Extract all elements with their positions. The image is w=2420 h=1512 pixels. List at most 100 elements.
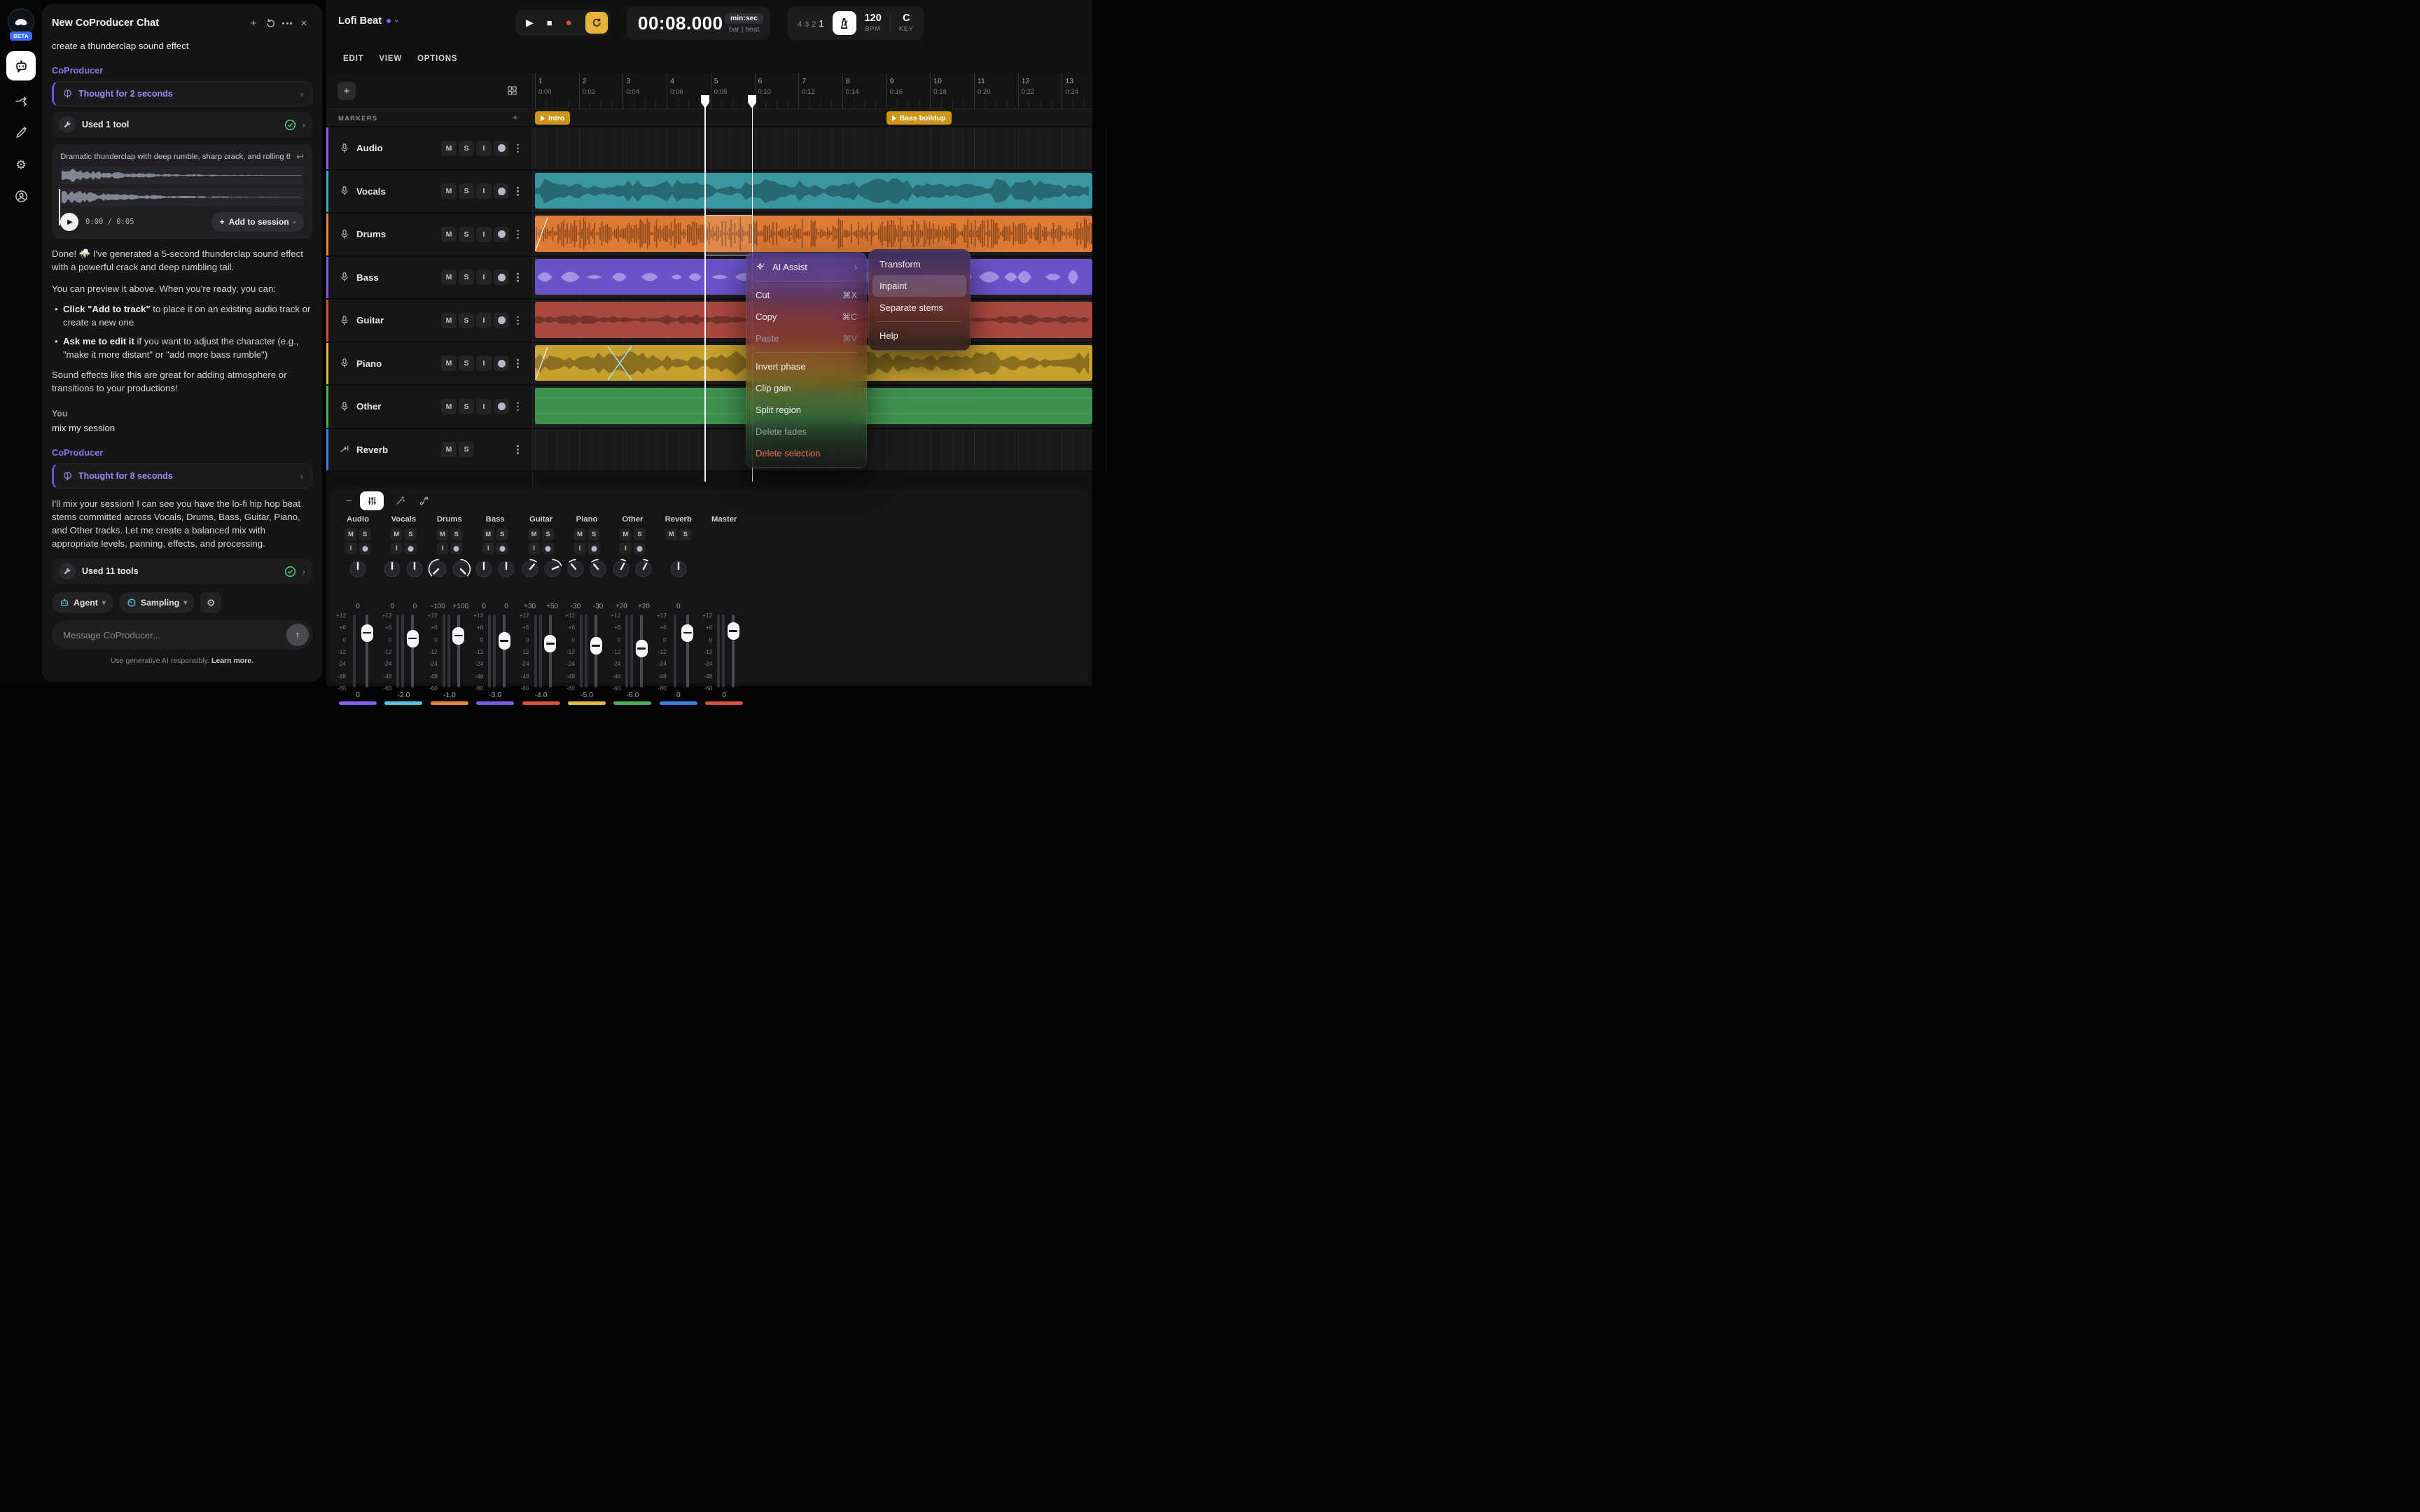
track-menu-button[interactable] bbox=[517, 187, 519, 196]
menu-item-cut[interactable]: Cut⌘X bbox=[746, 284, 866, 306]
effects-tab[interactable] bbox=[388, 491, 412, 510]
mute-button[interactable]: M bbox=[345, 528, 357, 540]
track-header-audio[interactable]: AudioMSI bbox=[326, 127, 532, 169]
sidebar-item-account[interactable] bbox=[0, 190, 42, 203]
mute-button[interactable]: M bbox=[528, 528, 540, 540]
mute-button[interactable]: M bbox=[482, 528, 494, 540]
sampling-mode-chip[interactable]: Sampling▾ bbox=[119, 592, 195, 613]
waveform-left-channel[interactable] bbox=[60, 167, 304, 184]
m-button[interactable]: M bbox=[441, 141, 457, 156]
i-button[interactable]: I bbox=[476, 313, 492, 328]
track-menu-button[interactable] bbox=[517, 445, 519, 454]
collapse-mixer-button[interactable]: − bbox=[342, 493, 356, 507]
pan-knob[interactable] bbox=[381, 558, 403, 580]
fader-thumb[interactable] bbox=[681, 624, 693, 642]
i-button[interactable]: I bbox=[476, 399, 492, 414]
arm-button[interactable] bbox=[405, 542, 417, 554]
submenu-item-separate-stems[interactable]: Separate stems bbox=[872, 297, 966, 318]
fader-thumb[interactable] bbox=[544, 635, 556, 652]
menu-item-paste[interactable]: Paste⌘V bbox=[746, 328, 866, 349]
solo-button[interactable]: S bbox=[588, 528, 600, 540]
solo-button[interactable]: S bbox=[634, 528, 646, 540]
submenu-item-inpaint[interactable]: Inpaint bbox=[872, 275, 966, 297]
pan-knob[interactable] bbox=[564, 558, 587, 580]
history-button[interactable] bbox=[262, 15, 279, 31]
track-header-guitar[interactable]: GuitarMSI bbox=[326, 300, 532, 342]
s-button[interactable]: S bbox=[459, 183, 474, 199]
more-options-button[interactable] bbox=[279, 15, 295, 31]
pan-knob[interactable] bbox=[541, 558, 564, 580]
fader-thumb[interactable] bbox=[499, 632, 510, 650]
pan-knob[interactable] bbox=[427, 558, 450, 580]
drums-selection-region[interactable] bbox=[704, 215, 753, 255]
s-button[interactable]: S bbox=[459, 399, 474, 414]
sidebar-item-coproducer[interactable] bbox=[0, 51, 42, 80]
pan-knob[interactable] bbox=[632, 558, 655, 580]
used-tools-summary[interactable]: Used 11 tools › bbox=[52, 559, 312, 584]
m-button[interactable]: M bbox=[441, 183, 457, 199]
menu-item-split-region[interactable]: Split region bbox=[746, 399, 866, 421]
input-button[interactable]: I bbox=[391, 542, 403, 554]
arm-button[interactable] bbox=[494, 227, 509, 242]
input-button[interactable]: I bbox=[345, 542, 357, 554]
i-button[interactable]: I bbox=[476, 183, 492, 199]
input-button[interactable]: I bbox=[620, 542, 632, 554]
track-header-other[interactable]: OtherMSI bbox=[326, 386, 532, 428]
add-marker-button[interactable]: + bbox=[513, 112, 518, 122]
fader-thumb[interactable] bbox=[407, 630, 419, 648]
mute-button[interactable]: M bbox=[620, 528, 632, 540]
solo-button[interactable]: S bbox=[679, 528, 691, 540]
fader-thumb[interactable] bbox=[590, 637, 602, 654]
m-button[interactable]: M bbox=[441, 270, 457, 285]
marker-bass-buildup[interactable]: Bass buildup bbox=[886, 111, 952, 125]
input-button[interactable]: I bbox=[436, 542, 448, 554]
track-header-drums[interactable]: DrumsMSI bbox=[326, 214, 532, 255]
stop-button[interactable]: ■ bbox=[547, 18, 552, 28]
s-button[interactable]: S bbox=[459, 141, 474, 156]
add-track-button[interactable]: + bbox=[338, 82, 356, 100]
close-chat-button[interactable]: × bbox=[295, 15, 312, 31]
s-button[interactable]: S bbox=[459, 442, 474, 457]
solo-button[interactable]: S bbox=[450, 528, 462, 540]
key-display[interactable]: CKEY bbox=[899, 13, 914, 33]
solo-button[interactable]: S bbox=[405, 528, 417, 540]
fader-thumb[interactable] bbox=[452, 627, 464, 645]
menu-item-delete-selection[interactable]: Delete selection bbox=[746, 442, 866, 464]
fader-track[interactable] bbox=[411, 615, 414, 687]
input-button[interactable]: I bbox=[482, 542, 494, 554]
arm-button[interactable] bbox=[494, 313, 509, 328]
pan-knob[interactable] bbox=[667, 558, 690, 580]
timeline-ruler[interactable]: 10:0020:0230:0440:0650:0860:1070:1280:14… bbox=[532, 73, 1092, 109]
play-preview-button[interactable]: ▶ bbox=[60, 213, 78, 231]
loop-button[interactable] bbox=[585, 12, 608, 34]
message-input[interactable] bbox=[63, 630, 286, 640]
mute-button[interactable]: M bbox=[665, 528, 677, 540]
s-button[interactable]: S bbox=[459, 270, 474, 285]
m-button[interactable]: M bbox=[441, 227, 457, 242]
mute-button[interactable]: M bbox=[574, 528, 586, 540]
track-menu-button[interactable] bbox=[517, 402, 519, 412]
play-button[interactable]: ▶ bbox=[526, 17, 534, 29]
mixer-tab[interactable] bbox=[360, 491, 384, 510]
fader-track[interactable] bbox=[457, 615, 460, 687]
routing-tab[interactable] bbox=[412, 491, 436, 510]
arm-button[interactable] bbox=[494, 183, 509, 199]
mute-button[interactable]: M bbox=[391, 528, 403, 540]
i-button[interactable]: I bbox=[476, 227, 492, 242]
agent-mode-chip[interactable]: Agent▾ bbox=[52, 592, 113, 613]
chat-settings-button[interactable]: ⚙ bbox=[200, 592, 221, 613]
menu-item-copy[interactable]: Copy⌘C bbox=[746, 306, 866, 328]
track-menu-button[interactable] bbox=[517, 359, 519, 368]
arm-button[interactable] bbox=[496, 542, 508, 554]
track-header-reverb[interactable]: ReverbMS bbox=[326, 429, 532, 471]
fader-thumb[interactable] bbox=[361, 624, 373, 642]
s-button[interactable]: S bbox=[459, 313, 474, 328]
track-layout-button[interactable] bbox=[507, 85, 517, 96]
waveform-right-channel[interactable] bbox=[60, 188, 304, 206]
sidebar-item-settings[interactable]: ⚙ bbox=[0, 158, 42, 172]
pan-knob[interactable] bbox=[347, 558, 369, 580]
record-button[interactable]: ● bbox=[566, 17, 572, 29]
track-menu-button[interactable] bbox=[517, 316, 519, 326]
arm-button[interactable] bbox=[494, 399, 509, 414]
clip-drums[interactable] bbox=[535, 216, 1092, 252]
